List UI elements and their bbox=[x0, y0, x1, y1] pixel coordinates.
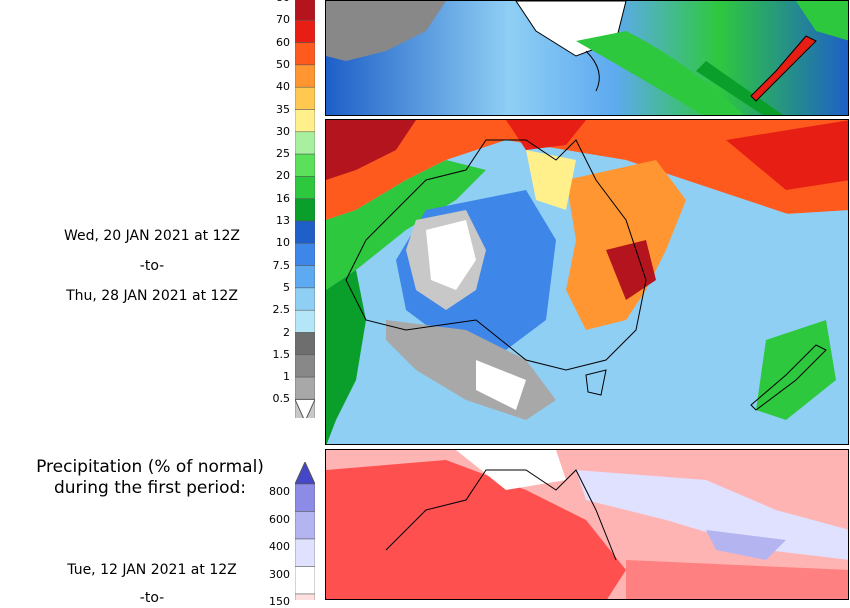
colorbar-tick-label: 2.5 bbox=[272, 303, 291, 317]
colorbar-swatch bbox=[294, 593, 316, 608]
colorbar-swatch bbox=[294, 354, 316, 378]
precip-amount-map bbox=[326, 120, 848, 444]
percent-normal-title-line1: Precipitation (% of normal) bbox=[36, 457, 264, 477]
map-panel-precip-amount bbox=[325, 119, 849, 445]
percent-period-start-date: Tue, 12 JAN 2021 at 12Z bbox=[67, 562, 237, 578]
colorbar-tick-label: 300 bbox=[269, 567, 290, 581]
colorbar-swatch bbox=[294, 538, 316, 567]
colorbar-swatch bbox=[294, 566, 316, 595]
colorbar-tick-label: 60 bbox=[276, 35, 290, 49]
colorbar-min-arrow bbox=[294, 398, 316, 423]
colorbar-tick-label: 30 bbox=[276, 124, 290, 138]
colorbar-tick-label: 600 bbox=[269, 512, 290, 526]
colorbar-tick-label: 800 bbox=[269, 485, 290, 498]
colorbar-swatch bbox=[294, 220, 316, 244]
colorbar-swatch bbox=[294, 198, 316, 222]
colorbar-max-arrow bbox=[294, 460, 316, 485]
colorbar-tick-label: 2 bbox=[283, 325, 290, 339]
colorbar-swatch bbox=[294, 376, 316, 400]
colorbar-swatch bbox=[294, 42, 316, 66]
percent-normal-colorbar-swatches bbox=[294, 460, 316, 608]
map-panel-previous bbox=[325, 0, 849, 116]
colorbar-tick-label: 20 bbox=[276, 169, 290, 183]
colorbar-swatch bbox=[294, 131, 316, 155]
colorbar-swatch bbox=[294, 176, 316, 199]
colorbar-swatch bbox=[294, 64, 316, 88]
colorbar-tick-label: 7.5 bbox=[272, 258, 291, 272]
colorbar-swatch bbox=[294, 109, 316, 133]
colorbar-swatch bbox=[294, 265, 316, 289]
precip-amount-colorbar bbox=[294, 0, 316, 423]
colorbar-swatch bbox=[294, 287, 316, 311]
percent-normal-title: Precipitation (% of normal) during the f… bbox=[10, 457, 290, 499]
colorbar-swatch bbox=[294, 0, 316, 21]
colorbar-tick-label: 40 bbox=[276, 80, 290, 94]
colorbar-tick-label: 1 bbox=[283, 370, 290, 384]
colorbar-tick-label: 80 bbox=[250, 0, 290, 4]
colorbar-tick-label: 0.5 bbox=[272, 392, 291, 406]
percent-normal-ticks: 800 600 400 300 150 bbox=[250, 462, 290, 608]
colorbar-tick-label: 50 bbox=[276, 57, 290, 71]
colorbar-tick-label: 70 bbox=[276, 13, 290, 27]
colorbar-swatch bbox=[294, 243, 316, 266]
colorbar-tick-label: 1.5 bbox=[272, 347, 291, 361]
colorbar-swatch bbox=[294, 20, 316, 43]
period-end-date: Thu, 28 JAN 2021 at 12Z bbox=[66, 288, 238, 304]
period-start-date: Wed, 20 JAN 2021 at 12Z bbox=[63, 228, 241, 244]
precip-map-previous bbox=[326, 1, 848, 115]
colorbar-tick-label: 10 bbox=[276, 236, 290, 250]
colorbar-tick-label: 16 bbox=[276, 191, 290, 205]
colorbar-tick-label: 25 bbox=[276, 147, 290, 161]
period-separator: -to- bbox=[139, 258, 165, 274]
colorbar-tick-label: 35 bbox=[276, 102, 290, 116]
colorbar-swatch bbox=[294, 483, 316, 512]
precip-amount-colorbar-swatches bbox=[294, 0, 316, 423]
colorbar-swatch bbox=[294, 309, 316, 333]
percent-normal-colorbar bbox=[294, 460, 316, 608]
colorbar-swatch bbox=[294, 86, 316, 110]
colorbar-swatch bbox=[294, 332, 316, 356]
percent-normal-map bbox=[326, 450, 848, 599]
colorbar-tick-label: 13 bbox=[276, 214, 290, 227]
colorbar-swatch bbox=[294, 511, 316, 540]
percent-period-separator: -to- bbox=[139, 590, 165, 606]
colorbar-tick-label: 5 bbox=[283, 280, 290, 294]
map-panel-percent-normal bbox=[325, 449, 849, 600]
colorbar-tick-label: 400 bbox=[269, 540, 290, 553]
percent-normal-title-line2: during the first period: bbox=[53, 478, 247, 498]
colorbar-swatch bbox=[294, 153, 316, 177]
precip-amount-ticks: 80 70 60 50 40 35 30 25 20 16 13 10 7.5 5 2.5 2 1.5 1 0.5 bbox=[250, 0, 291, 418]
